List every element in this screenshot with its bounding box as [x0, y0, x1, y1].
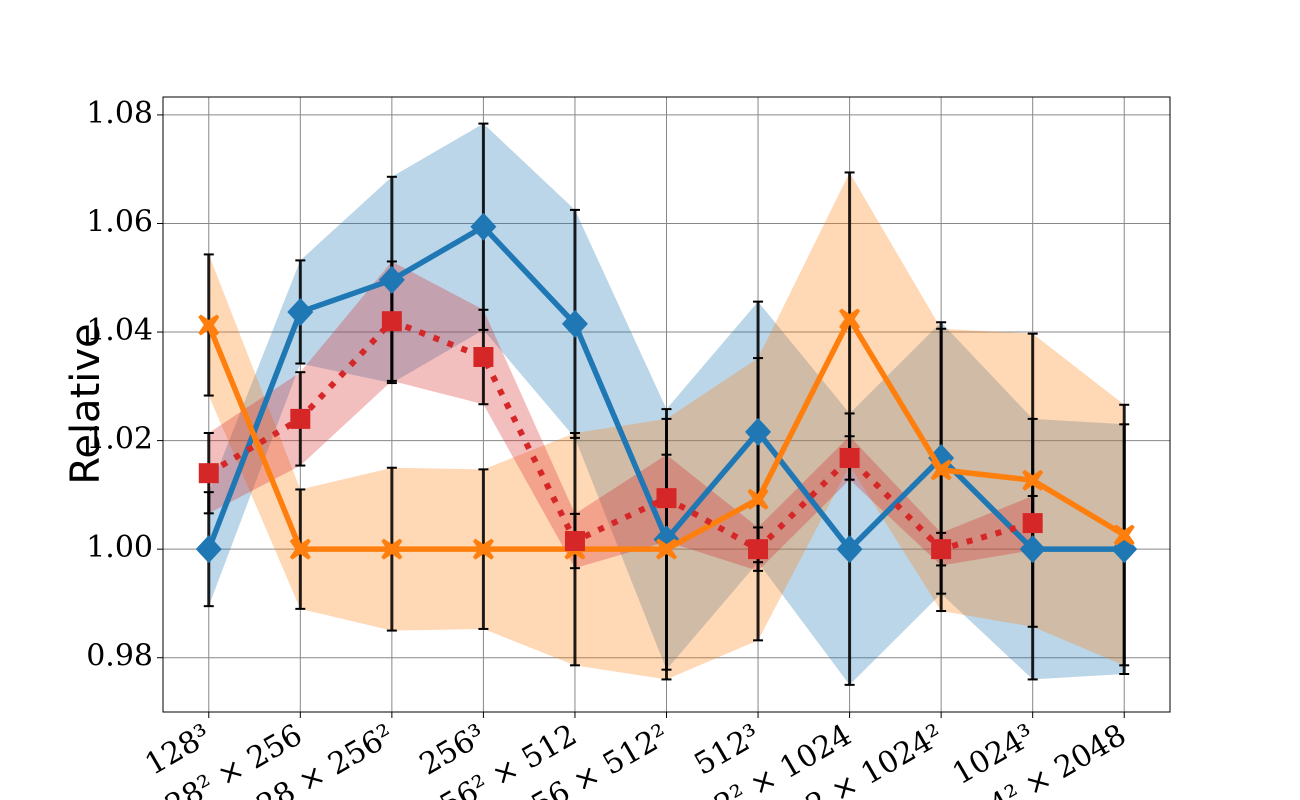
- marker: [198, 314, 220, 336]
- marker: [290, 408, 311, 429]
- y-tick-label: 1.04: [86, 313, 153, 348]
- marker: [472, 538, 494, 560]
- marker: [564, 531, 585, 552]
- marker: [470, 212, 497, 241]
- marker: [195, 535, 222, 564]
- plot-frame: [162, 96, 1171, 713]
- error-band: [208, 261, 1033, 571]
- marker: [747, 488, 769, 510]
- marker: [745, 417, 772, 446]
- marker: [381, 311, 402, 332]
- marker: [1113, 524, 1135, 546]
- y-tick-label: 1.06: [86, 204, 153, 239]
- marker: [287, 297, 314, 326]
- marker: [836, 535, 863, 564]
- y-tick-label: 1.08: [86, 96, 153, 131]
- marker: [656, 538, 677, 560]
- marker: [748, 539, 769, 560]
- marker: [1022, 513, 1043, 534]
- marker: [930, 459, 952, 481]
- marker: [1019, 535, 1046, 564]
- marker: [839, 308, 861, 330]
- marker: [198, 463, 219, 484]
- y-tick-label: 1.00: [86, 530, 153, 565]
- marker: [931, 539, 952, 560]
- marker: [1022, 469, 1044, 491]
- error-band: [208, 123, 1125, 685]
- y-tick-label: 1.02: [86, 422, 153, 457]
- marker: [839, 447, 860, 468]
- y-axis-label: Relative: [63, 323, 109, 484]
- marker: [473, 347, 494, 368]
- marker: [289, 538, 311, 560]
- marker: [378, 265, 405, 294]
- marker: [381, 538, 403, 560]
- y-tick-label: 0.98: [86, 639, 153, 674]
- marker: [561, 309, 588, 338]
- marker: [656, 488, 677, 509]
